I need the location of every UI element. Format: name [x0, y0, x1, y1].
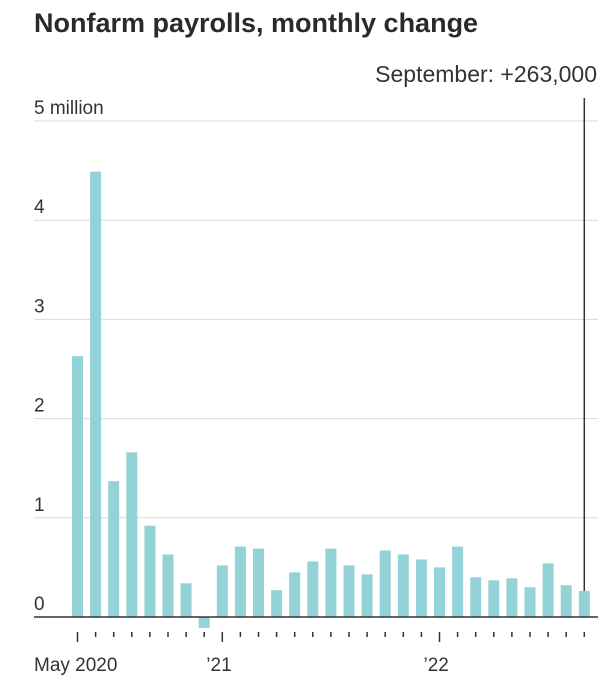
bar: [397, 554, 409, 617]
y-tick-label: 1: [34, 495, 45, 516]
x-tick-label: ’21: [206, 655, 231, 676]
bar: [325, 548, 337, 617]
bar: [452, 546, 464, 617]
bar: [379, 550, 391, 617]
annotation-label: September: +263,000: [375, 61, 597, 87]
y-axis-labels: 5 million 4 3 2 1 0: [34, 98, 104, 615]
y-tick-label: 5 million: [34, 98, 104, 119]
bar: [524, 587, 536, 617]
x-axis-ticks: [76, 632, 586, 642]
gridlines: [34, 120, 598, 519]
bars: [72, 171, 590, 628]
bar: [361, 574, 373, 617]
bar: [307, 561, 319, 617]
bar: [90, 171, 102, 618]
bar: [488, 580, 500, 617]
x-tick-label: ’22: [424, 655, 449, 676]
x-tick-label: May 2020: [34, 655, 117, 676]
bar: [470, 577, 482, 617]
bar: [216, 565, 228, 617]
bar: [72, 356, 83, 617]
bar: [289, 572, 301, 617]
y-tick-label: 4: [34, 197, 45, 218]
bar: [126, 452, 138, 617]
bar: [506, 578, 518, 617]
bar: [234, 546, 246, 617]
chart-title: Nonfarm payrolls, monthly change: [34, 8, 479, 38]
bar: [144, 525, 156, 617]
bar: [434, 567, 445, 617]
bar: [271, 590, 283, 617]
bar: [542, 563, 554, 617]
bar: [578, 590, 590, 617]
bar: [253, 548, 264, 617]
bar: [560, 585, 572, 617]
y-tick-label: 2: [34, 396, 45, 417]
y-tick-label: 0: [34, 594, 45, 615]
x-axis-labels: May 2020 ’21 ’22: [34, 655, 449, 676]
bar: [162, 554, 174, 617]
bar: [343, 565, 355, 617]
bar: [198, 617, 210, 628]
y-tick-label: 3: [34, 296, 45, 317]
bar: [180, 583, 192, 617]
bar: [108, 481, 120, 617]
bar: [415, 559, 427, 617]
